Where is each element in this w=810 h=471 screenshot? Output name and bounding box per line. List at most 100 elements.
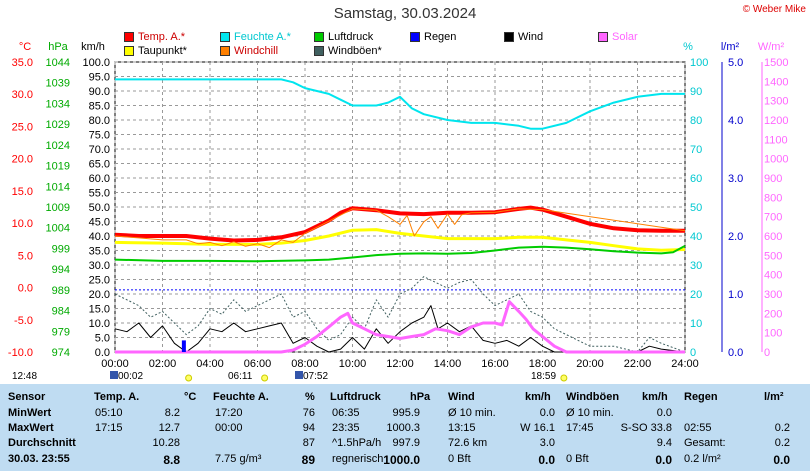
tick-label-pressure: 989 — [52, 285, 70, 297]
tick-label-wind: 20.0 — [89, 289, 110, 301]
time-sunrise: 06:11 — [228, 371, 253, 382]
table-cell: 02:55 — [684, 422, 712, 434]
unit-humidity: % — [683, 41, 693, 53]
tick-label-x: 12:00 — [386, 358, 414, 370]
table-cell: 23:35 — [332, 422, 360, 434]
tick-label-wind: 90.0 — [89, 86, 110, 98]
tick-label-wind: 50.0 — [89, 202, 110, 214]
tick-label-wind: 70.0 — [89, 144, 110, 156]
tick-label-wind: 15.0 — [89, 304, 110, 316]
time-moon-1: 00:02 — [110, 371, 143, 382]
tick-label-x: 18:00 — [529, 358, 557, 370]
table-cell: 00:00 — [215, 422, 243, 434]
legend-swatch — [220, 46, 230, 56]
table-cell: 05:10 — [95, 407, 123, 419]
tick-label-temp: -10.0 — [8, 347, 33, 359]
hdr-gust-unit: km/h — [642, 391, 668, 403]
table-cell: 0.0 — [538, 453, 555, 467]
legend-item: Wind — [504, 31, 543, 43]
tick-label-wind: 65.0 — [89, 159, 110, 171]
table-cell: 0.0 — [773, 453, 790, 467]
tick-label-wind: 35.0 — [89, 246, 110, 258]
table-cell: 89 — [301, 453, 315, 467]
tick-label-pressure: 984 — [52, 306, 70, 318]
legend-label: Windböen* — [328, 45, 382, 57]
hdr-humidity-unit: % — [305, 391, 315, 403]
sun-marker — [261, 374, 269, 382]
table-cell: 0.0 — [655, 453, 672, 467]
tick-label-solar: 100 — [764, 328, 782, 340]
table-cell: 1000.3 — [386, 422, 420, 434]
table-cell: S-SO 33.8 — [620, 422, 672, 434]
unit-solar: W/m² — [758, 41, 785, 53]
tick-label-temp: 30.0 — [12, 89, 33, 101]
time-moon-2: 07:52 — [295, 371, 328, 382]
tick-label-solar: 900 — [764, 173, 782, 185]
legend-label: Wind — [518, 31, 544, 43]
unit-wind: km/h — [81, 41, 105, 53]
tick-label-x: 24:00 — [671, 358, 699, 370]
legend-item: Regen — [410, 31, 456, 43]
table-cell: Ø 10 min. — [566, 407, 614, 419]
tick-label-solar: 600 — [764, 231, 782, 243]
tick-label-solar: 300 — [764, 289, 782, 301]
series-line — [115, 300, 685, 354]
hdr-pressure: Luftdruck — [330, 391, 381, 403]
legend-label: Solar — [612, 31, 638, 43]
tick-label-pressure: 1009 — [46, 202, 70, 214]
series-line — [114, 245, 686, 263]
legend-item: Luftdruck — [314, 31, 373, 43]
tick-label-rain: 0.0 — [728, 347, 743, 359]
tick-label-temp: -5.0 — [14, 315, 33, 327]
tick-label-pressure: 974 — [52, 347, 70, 359]
tick-label-x: 22:00 — [624, 358, 652, 370]
legend-label: Temp. A.* — [138, 31, 186, 43]
tick-label-pressure: 1024 — [46, 140, 70, 152]
legend-label: Taupunkt* — [138, 45, 187, 57]
legend-swatch — [124, 32, 134, 42]
tick-label-humidity: 50 — [690, 202, 702, 214]
tick-label-wind: 5.0 — [95, 333, 110, 345]
tick-label-pressure: 994 — [52, 264, 70, 276]
tick-label-humidity: 40 — [690, 231, 702, 243]
tick-label-wind: 30.0 — [89, 260, 110, 272]
legend-item: Windchill — [220, 45, 278, 57]
table-cell: 06:35 — [332, 407, 360, 419]
tick-label-humidity: 30 — [690, 260, 702, 272]
legend-swatch — [598, 32, 608, 42]
table-row-label: MaxWert — [8, 422, 54, 434]
weather-chart: °C hPa km/h% l/m² W/m² 35.0 30.0 25.0 20.0 15.0 10… — [8, 41, 788, 382]
tick-label-solar: 700 — [764, 212, 782, 224]
tick-label-wind: 100.0 — [82, 57, 110, 69]
table-row-label: 30.03. 23:55 — [8, 453, 70, 465]
time-left: 12:48 — [12, 371, 38, 382]
hdr-wind-unit: km/h — [525, 391, 551, 403]
tick-label-temp: 15.0 — [12, 186, 33, 198]
tick-label-solar: 400 — [764, 270, 782, 282]
tick-label-humidity: 100 — [690, 57, 708, 69]
tick-label-wind: 25.0 — [89, 275, 110, 287]
series-line — [114, 208, 686, 249]
unit-rain: l/m² — [721, 41, 740, 53]
hdr-rain-unit: l/m² — [764, 391, 784, 403]
stats-table: Sensor Temp. A. °C Feuchte A. % Luftdruc… — [0, 384, 810, 471]
tick-label-humidity: 20 — [690, 289, 702, 301]
tick-label-humidity: 70 — [690, 144, 702, 156]
hdr-temp: Temp. A. — [94, 391, 140, 403]
tick-label-humidity: 0 — [690, 347, 696, 359]
table-cell: Ø 10 min. — [448, 407, 496, 419]
legend-swatch — [124, 46, 134, 56]
table-cell: 0.0 — [539, 407, 555, 419]
table-cell: 76 — [302, 407, 315, 419]
moon-icon — [110, 371, 118, 379]
tick-label-solar: 800 — [764, 192, 782, 204]
tick-label-pressure: 1004 — [46, 223, 70, 235]
table-cell: 17:45 — [566, 422, 594, 434]
tick-label-rain: 1.0 — [728, 289, 743, 301]
tick-label-wind: 45.0 — [89, 217, 110, 229]
legend-label: Feuchte A.* — [234, 31, 291, 43]
table-cell: 17:20 — [215, 407, 243, 419]
table-cell: 17:15 — [95, 422, 123, 434]
tick-label-humidity: 60 — [690, 173, 702, 185]
table-cell: 0 Bft — [566, 453, 589, 465]
